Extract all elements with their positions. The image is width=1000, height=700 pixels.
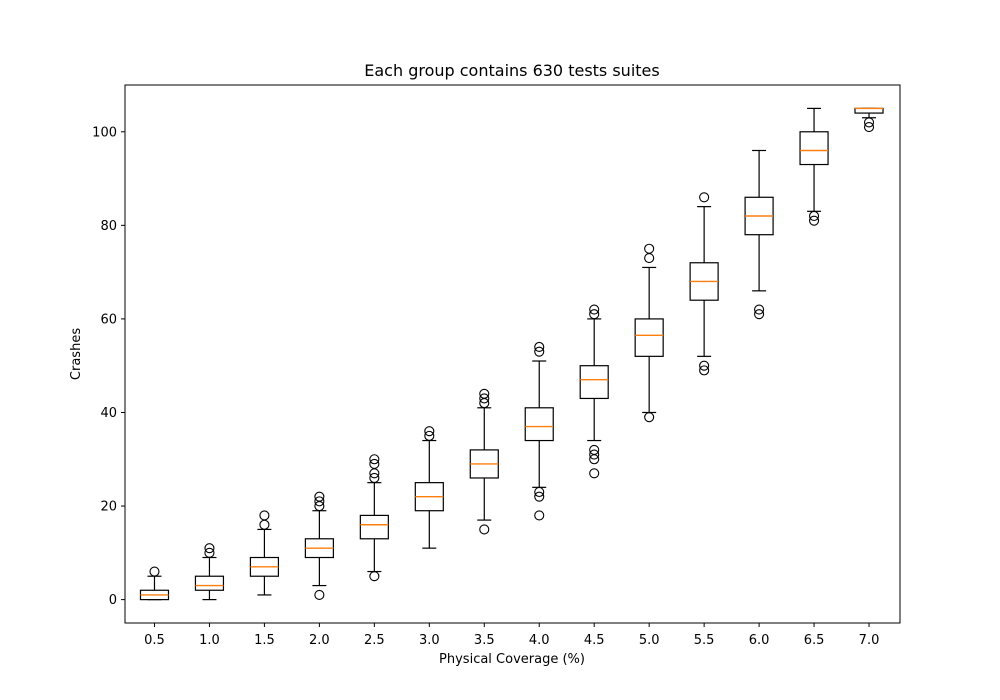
outlier-point	[699, 365, 710, 376]
x-tick-label: 4.0	[529, 633, 550, 648]
outlier-point	[149, 566, 160, 577]
outlier-point	[369, 472, 380, 484]
iqr-box	[799, 131, 829, 166]
box-group	[524, 341, 554, 521]
outlier-point	[863, 117, 875, 128]
outlier-point	[589, 309, 600, 320]
box-group	[304, 491, 334, 600]
x-tick-label: 3.5	[474, 633, 495, 648]
y-tick-label: 100	[92, 125, 117, 140]
box-group	[799, 107, 829, 226]
outlier-point	[589, 444, 600, 455]
x-tick-label: 5.0	[639, 633, 660, 648]
outlier-point	[369, 458, 380, 469]
outlier-point	[589, 449, 600, 460]
iqr-box	[194, 575, 225, 591]
iqr-box	[634, 318, 664, 357]
iqr-box	[359, 514, 389, 540]
box-group	[744, 149, 774, 320]
plot-content	[139, 107, 884, 601]
x-tick-label: 6.0	[749, 633, 770, 648]
outlier-point	[699, 360, 710, 371]
y-tick-label: 20	[100, 500, 117, 515]
box-group	[359, 454, 389, 582]
outlier-point	[754, 309, 765, 320]
box-group	[139, 566, 170, 601]
y-tick-label: 40	[100, 406, 117, 421]
outlier-point	[644, 243, 655, 254]
box-group	[414, 426, 444, 549]
x-tick-label: 5.5	[694, 633, 715, 648]
outlier-point	[424, 430, 435, 441]
x-tick-label: 7.0	[859, 633, 880, 648]
outlier-point	[479, 388, 490, 399]
y-tick-label: 0	[109, 593, 117, 608]
x-axis: 0.5 1.0 1.5 2.0 2.5 3.0 3.5 4.0 4.5 5.0 5.5 6.0 6.5 7…	[144, 623, 879, 648]
box-group	[634, 243, 664, 423]
x-tick-label: 1.0	[199, 633, 220, 648]
outlier-point	[534, 341, 545, 353]
outlier-point	[863, 122, 875, 133]
x-tick-label: 4.5	[584, 633, 605, 648]
outlier-point	[754, 304, 765, 315]
x-tick-label: 6.5	[804, 633, 825, 648]
outlier-point	[699, 192, 710, 203]
outlier-point	[479, 524, 490, 535]
y-axis: 0 20 40 60 80 100	[92, 125, 125, 608]
x-tick-label: 1.5	[254, 633, 275, 648]
x-tick-label: 2.0	[309, 633, 330, 648]
outlier-point	[204, 547, 215, 558]
x-axis-label: Physical Coverage (%)	[439, 652, 585, 667]
outlier-point	[589, 304, 600, 315]
outlier-point	[314, 589, 325, 600]
outlier-point	[424, 426, 435, 437]
y-axis-label: Crashes	[69, 328, 84, 380]
box-group	[194, 543, 225, 601]
outlier-point	[314, 496, 325, 507]
x-tick-label: 2.5	[364, 633, 385, 648]
x-tick-label: 0.5	[144, 633, 165, 648]
outlier-point	[204, 543, 215, 554]
outlier-point	[369, 571, 380, 582]
iqr-box	[579, 365, 609, 400]
box-group	[249, 510, 280, 596]
outlier-point	[534, 486, 545, 498]
outlier-point	[534, 346, 545, 357]
outlier-point	[809, 210, 820, 222]
chart-title: Each group contains 630 tests suites	[364, 61, 659, 80]
x-tick-label: 3.0	[419, 633, 440, 648]
box-group	[689, 192, 719, 376]
box-group	[579, 304, 609, 479]
outlier-point	[644, 412, 655, 423]
box-group	[854, 107, 884, 133]
y-tick-label: 60	[100, 312, 117, 327]
y-tick-label: 80	[100, 219, 117, 234]
box-group	[469, 388, 499, 535]
outlier-point	[534, 491, 545, 502]
outlier-point	[314, 491, 325, 502]
outlier-point	[259, 510, 270, 521]
outlier-point	[534, 510, 545, 521]
iqr-box	[524, 407, 554, 442]
outlier-point	[589, 468, 600, 479]
outlier-point	[479, 393, 490, 404]
plot-frame	[124, 84, 901, 624]
outlier-point	[369, 454, 380, 465]
outlier-point	[809, 215, 820, 226]
